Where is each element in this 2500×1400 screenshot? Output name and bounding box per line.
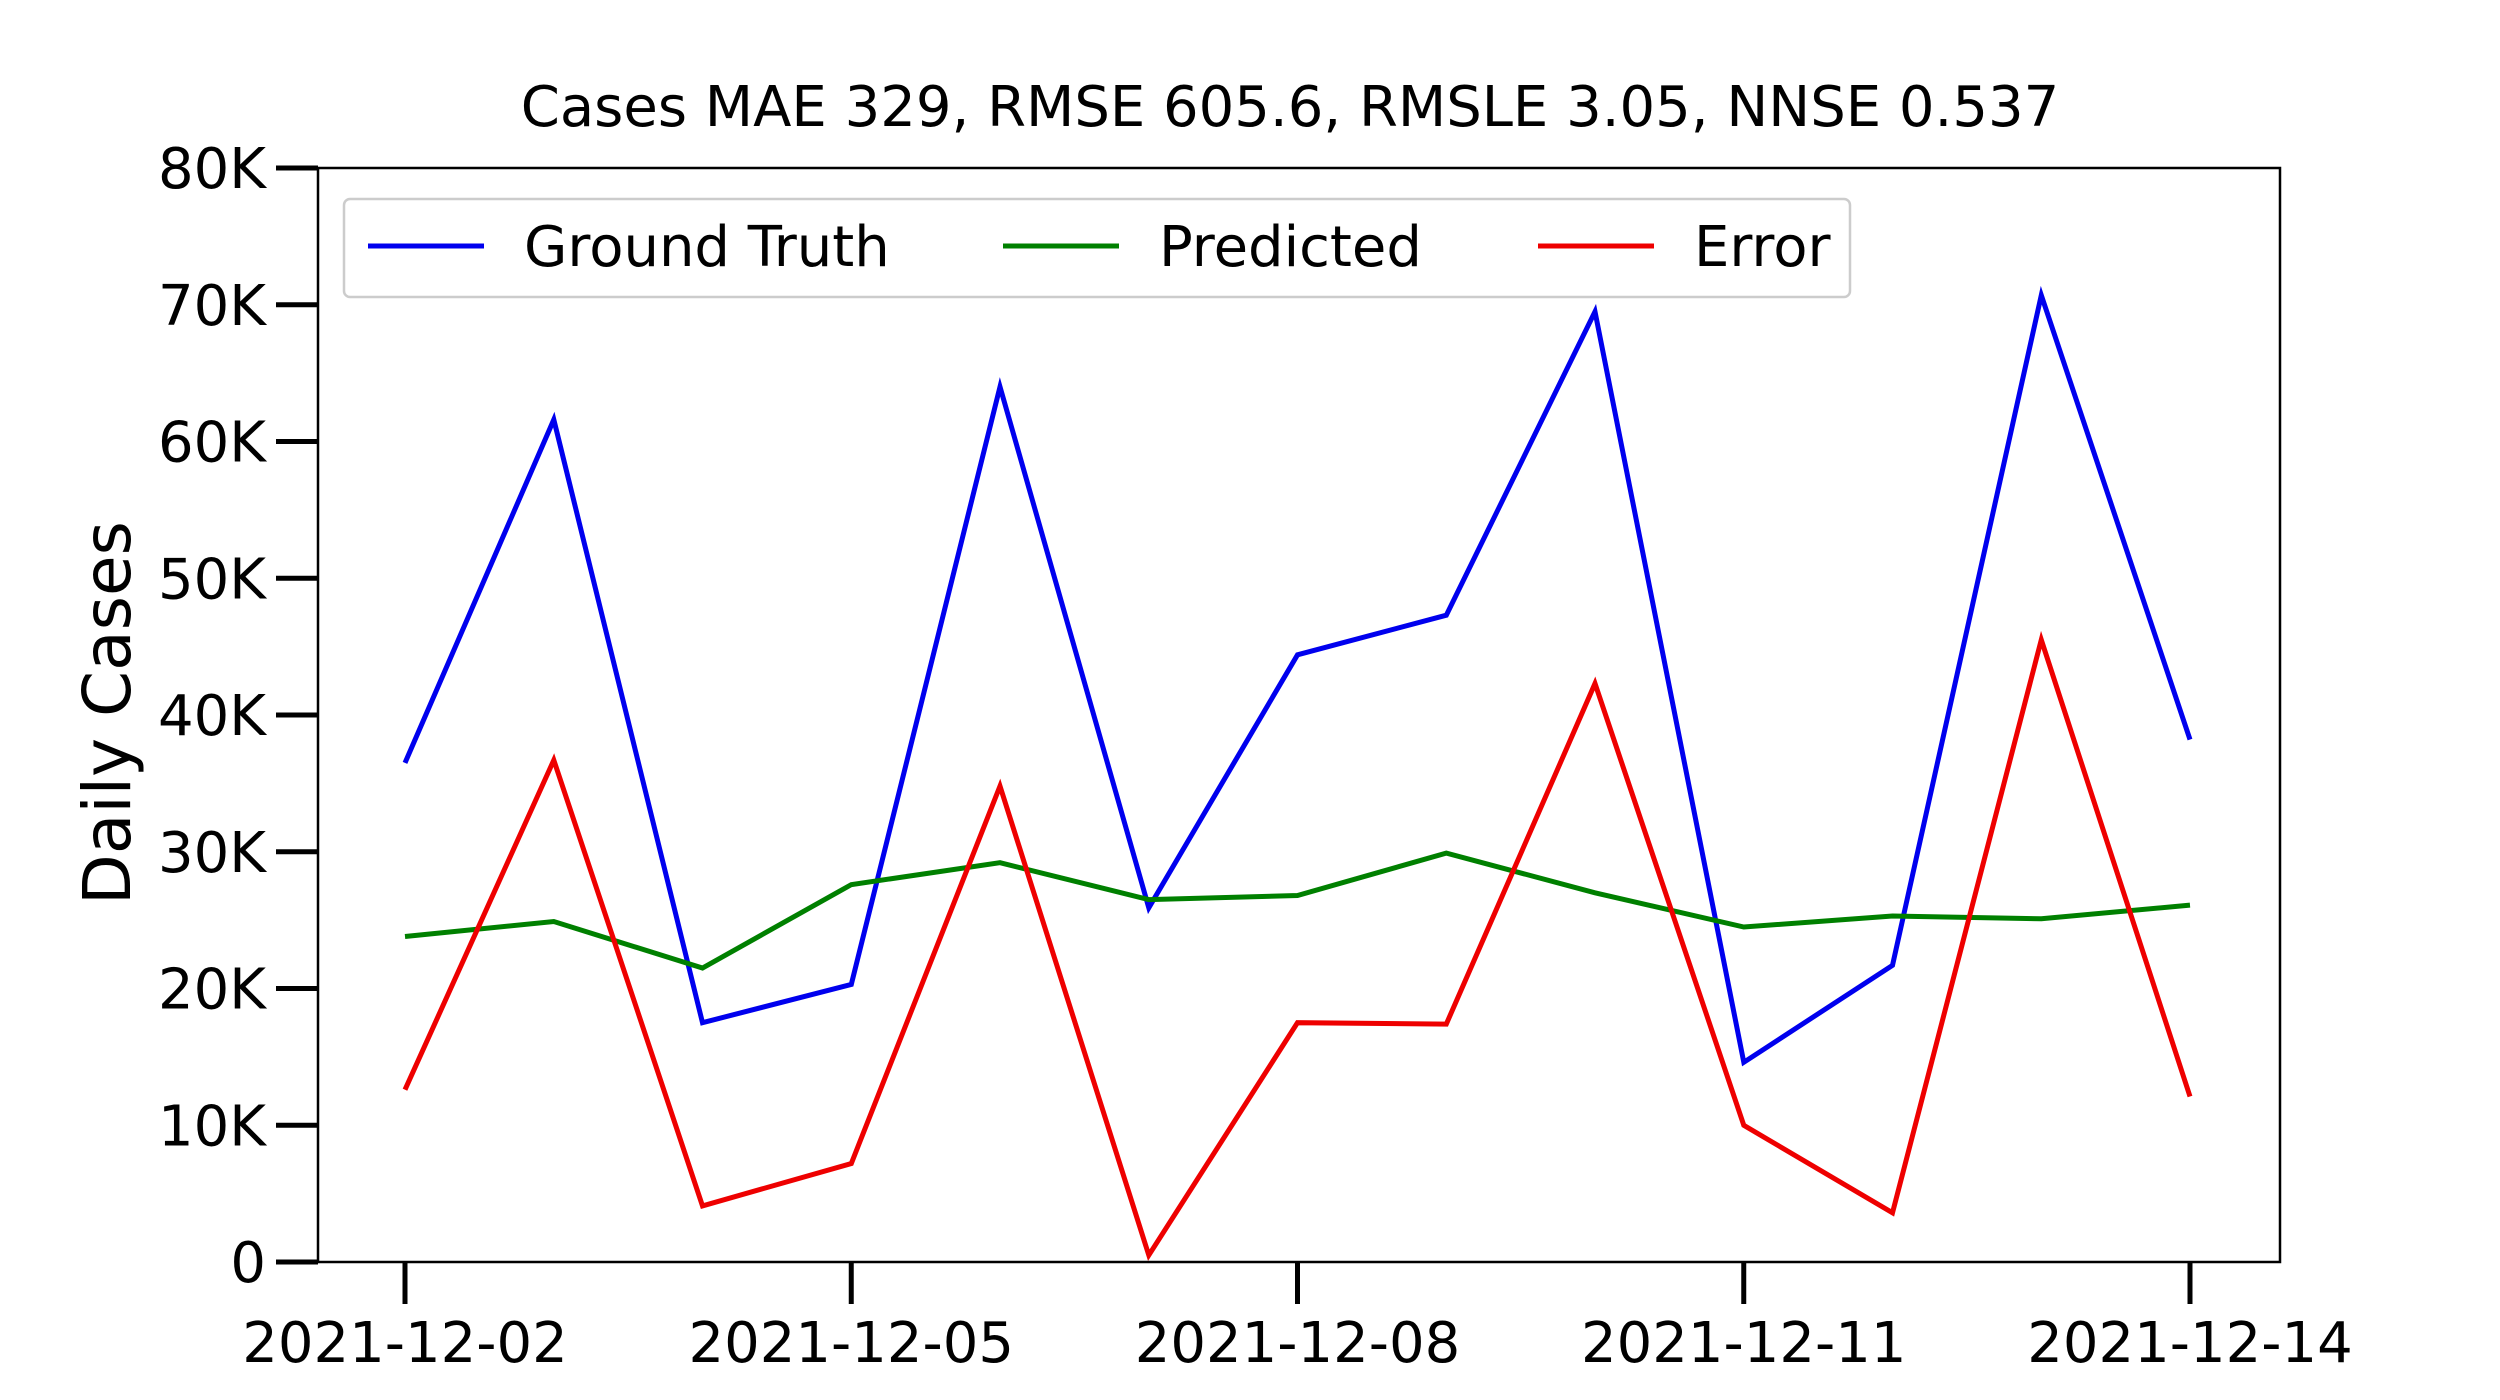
series-line-ground-truth xyxy=(402,285,2193,1067)
legend-label: Predicted xyxy=(1159,215,1422,280)
legend-label: Error xyxy=(1694,215,1831,280)
x-tick-label: 2021-12-02 xyxy=(242,1311,567,1376)
y-tick-label: 70K xyxy=(158,274,267,339)
x-tick-label: 2021-12-14 xyxy=(2027,1311,2352,1376)
y-tick-label: 60K xyxy=(158,411,267,476)
y-tick-label: 80K xyxy=(158,137,267,202)
axes: 0 10K 20K 30K 40K 50K 60K 70K 80K 2021-12-02 2021-… xyxy=(158,137,2353,1376)
series-line-predicted xyxy=(404,850,2191,971)
series-line-error xyxy=(402,630,2193,1262)
y-tick-label: 20K xyxy=(158,958,267,1023)
chart-title: Cases MAE 329, RMSE 605.6, RMSLE 3.05, N… xyxy=(521,75,2059,140)
y-tick-label: 10K xyxy=(158,1094,267,1159)
y-tick-label: 40K xyxy=(158,684,267,749)
legend-label: Ground Truth xyxy=(524,215,890,280)
y-tick-label: 0 xyxy=(230,1231,266,1296)
x-tick-label: 2021-12-05 xyxy=(689,1311,1014,1376)
y-axis-label: Daily Cases xyxy=(69,521,146,905)
y-tick-label: 30K xyxy=(158,821,267,886)
x-tick-label: 2021-12-08 xyxy=(1135,1311,1460,1376)
plot-area xyxy=(402,285,2193,1262)
y-tick-label: 50K xyxy=(158,547,267,612)
legend: Ground Truth Predicted Error xyxy=(342,197,1852,299)
x-tick-label: 2021-12-11 xyxy=(1581,1311,1906,1376)
